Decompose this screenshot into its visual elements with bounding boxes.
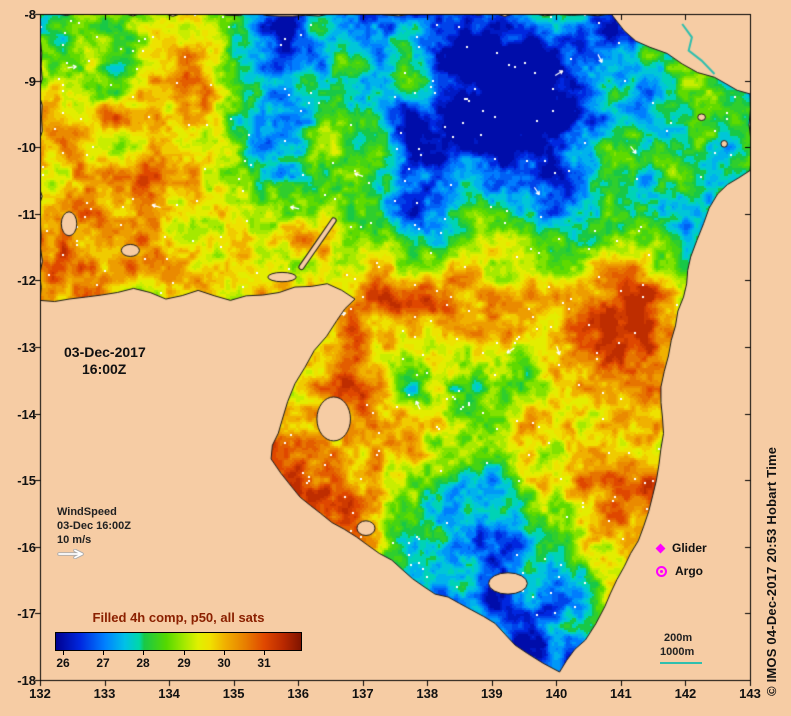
wind-legend-reference: 10 m/s [57, 534, 92, 546]
colorbar-tick [143, 651, 144, 655]
colorbar-tick [103, 651, 104, 655]
datetime-annotation: 03-Dec-2017 16:00Z [64, 344, 146, 378]
contour-200m-label: 200m [664, 632, 693, 644]
longitude-tick-label: 133 [93, 686, 116, 701]
colorbar-title: Filled 4h comp, p50, all sats [92, 610, 265, 625]
colorbar-tick [184, 651, 185, 655]
colorbar-tick-label: 30 [217, 656, 231, 670]
latitude-tick-label: -10 [17, 140, 36, 156]
wind-legend: WindSpeed 03-Dec 16:00Z 10 m/s [57, 505, 131, 559]
colorbar-tick-label: 26 [56, 656, 70, 670]
latitude-tick-label: -12 [17, 273, 36, 289]
longitude-tick-label: 139 [480, 686, 503, 701]
latitude-tick-label: -14 [17, 406, 36, 422]
argo-label: Argo [675, 564, 703, 578]
colorbar-tick [224, 651, 225, 655]
longitude-tick-label: 137 [351, 686, 374, 701]
latitude-tick-label: -17 [17, 606, 36, 622]
longitude-tick-label: 136 [287, 686, 310, 701]
colorbar-tick [264, 651, 265, 655]
colorbar-tick-label: 29 [177, 656, 191, 670]
latitude-tick-label: -18 [17, 673, 36, 688]
argo-circle-icon [656, 565, 667, 577]
date-label: 03-Dec-2017 [64, 344, 146, 360]
wind-legend-title: WindSpeed [57, 506, 117, 518]
longitude-tick-label: 140 [545, 686, 568, 701]
longitude-tick-label: 142 [674, 686, 697, 701]
latitude-tick-label: -13 [17, 340, 36, 355]
wind-reference-arrow-icon [57, 549, 84, 559]
wind-legend-datetime: 03-Dec 16:00Z [57, 520, 131, 532]
colorbar [55, 632, 302, 651]
contour-legend: 200m 1000m [660, 631, 702, 664]
glider-label: Glider [672, 541, 707, 555]
glider-diamond-icon [655, 543, 666, 553]
longitude-tick-label: 132 [29, 686, 51, 701]
colorbar-tick-label: 31 [257, 656, 271, 670]
contour-1000m-line-icon [660, 662, 702, 664]
colorbar-tick-label: 28 [136, 656, 150, 670]
glider-legend-row: Glider [655, 541, 707, 555]
longitude-tick-label: 135 [222, 686, 245, 701]
latitude-tick-label: -11 [17, 206, 36, 222]
contour-1000m-label: 1000m [660, 646, 695, 658]
longitude-tick-label: 143 [739, 686, 761, 701]
latitude-tick-label: -16 [17, 539, 36, 555]
time-label: 16:00Z [82, 361, 127, 377]
argo-legend-row: Argo [656, 564, 703, 578]
longitude-tick-label: 138 [416, 686, 439, 701]
longitude-tick-label: 134 [158, 686, 180, 701]
latitude-tick-label: -8 [24, 7, 36, 22]
colorbar-tick [63, 651, 64, 655]
longitude-tick-label: 141 [610, 686, 632, 701]
latitude-tick-label: -15 [17, 473, 36, 489]
copyright-credit: © IMOS 04-Dec-2017 20:53 Hobart Time [764, 446, 779, 696]
latitude-tick-label: -9 [24, 73, 36, 89]
colorbar-tick-label: 27 [96, 656, 110, 670]
